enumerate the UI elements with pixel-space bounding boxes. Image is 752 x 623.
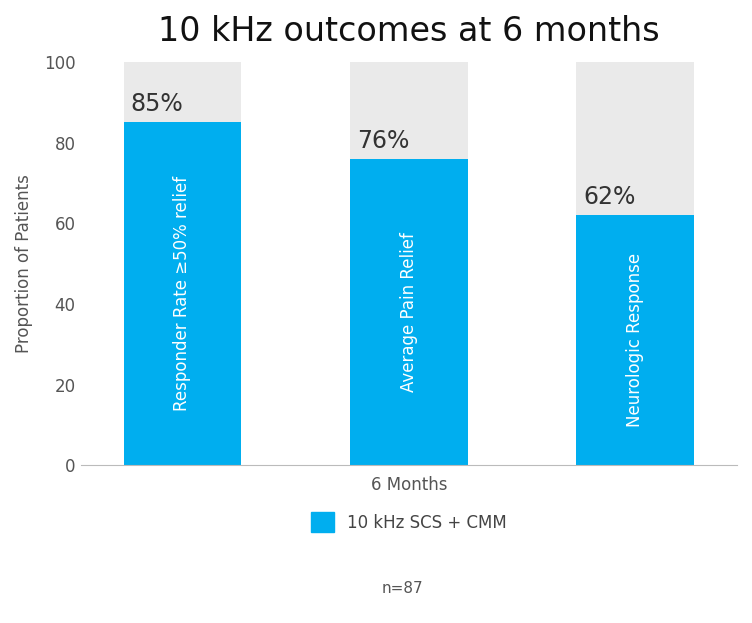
Bar bbox=[350, 62, 468, 465]
Bar bbox=[576, 62, 694, 465]
Bar bbox=[576, 215, 694, 465]
Text: Neurologic Response: Neurologic Response bbox=[626, 253, 644, 427]
X-axis label: 6 Months: 6 Months bbox=[371, 477, 447, 495]
Text: n=87: n=87 bbox=[382, 581, 423, 596]
Text: 76%: 76% bbox=[357, 128, 409, 153]
Text: Average Pain Relief: Average Pain Relief bbox=[400, 232, 418, 392]
Text: Responder Rate ≥50% relief: Responder Rate ≥50% relief bbox=[174, 176, 192, 411]
Bar bbox=[123, 62, 241, 465]
Legend: 10 kHz SCS + CMM: 10 kHz SCS + CMM bbox=[311, 512, 507, 531]
Y-axis label: Proportion of Patients: Proportion of Patients bbox=[15, 174, 33, 353]
Text: 62%: 62% bbox=[584, 185, 635, 209]
Title: 10 kHz outcomes at 6 months: 10 kHz outcomes at 6 months bbox=[158, 15, 660, 48]
Text: 85%: 85% bbox=[131, 92, 183, 117]
Bar bbox=[123, 122, 241, 465]
Bar bbox=[350, 159, 468, 465]
